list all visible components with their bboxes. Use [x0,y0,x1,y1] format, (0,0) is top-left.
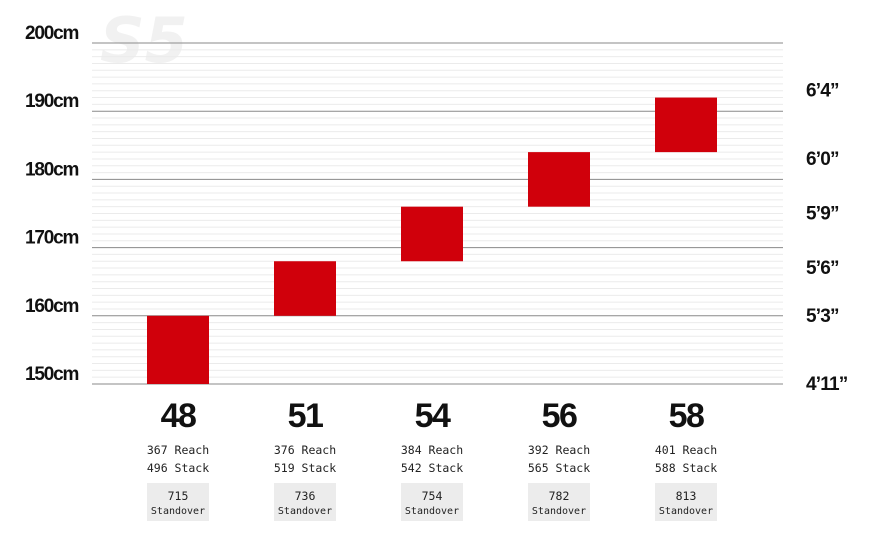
stack-value: 542 Stack [401,461,463,475]
y-tick-label-right: 5’9” [806,204,839,225]
stack-value: 496 Stack [147,461,209,475]
reach-value: 384 Reach [401,443,463,457]
standover-label: Standover [659,506,713,517]
frame-size-label: 51 [288,397,323,435]
standover-label: Standover [405,506,459,517]
y-tick-label-left: 180cm [25,159,78,180]
frame-size-label: 54 [415,397,451,435]
standover-box [528,483,590,521]
standover-value: 813 [676,489,697,503]
size-labels: 48 367 Reach 496 Stack 715 Standover 51 376 Re… [147,397,717,521]
y-tick-label-left: 190cm [25,91,78,112]
standover-box [401,483,463,521]
y-axis-right-ticks: 6’4” 6’0” 5’9” 5’6” 5’3” 4’11” [806,81,849,395]
reach-value: 376 Reach [274,443,336,457]
standover-box [655,483,717,521]
size-column-labels: 51 376 Reach 519 Stack 736 Standover [274,397,336,521]
y-tick-label-left: 150cm [25,364,78,385]
y-tick-label-left: 170cm [25,228,78,249]
size-range-bar [655,97,717,153]
standover-box [274,483,336,521]
standover-label: Standover [278,506,332,517]
frame-size-label: 48 [161,397,196,435]
stack-value: 519 Stack [274,461,336,475]
watermark-text: S5 [100,4,188,77]
standover-box [147,483,209,521]
size-column-labels: 58 401 Reach 588 Stack 813 Standover [655,397,717,521]
standover-value: 782 [549,489,570,503]
size-range-bar [401,206,463,262]
y-tick-label-right: 4’11” [806,374,848,395]
standover-label: Standover [151,506,205,517]
size-range-bar [274,261,336,316]
size-range-bar [147,315,209,384]
size-column-labels: 48 367 Reach 496 Stack 715 Standover [147,397,209,521]
y-tick-label-right: 6’4” [806,81,839,102]
size-bars [147,97,717,384]
size-column-labels: 54 384 Reach 542 Stack 754 Standover [401,397,463,521]
stack-value: 588 Stack [655,461,717,475]
standover-value: 736 [295,489,316,503]
stack-value: 565 Stack [528,461,590,475]
y-tick-label-right: 5’3” [806,306,839,327]
y-axis-left-ticks: 200cm 190cm 180cm 170cm 160cm 150cm [25,23,80,385]
size-range-bar [528,152,590,207]
y-tick-label-right: 6’0” [806,149,839,170]
standover-value: 715 [168,489,189,503]
reach-value: 401 Reach [655,443,717,457]
y-tick-label-left: 160cm [25,296,78,317]
reach-value: 367 Reach [147,443,209,457]
y-tick-label-left: 200cm [25,23,78,44]
size-column-labels: 56 392 Reach 565 Stack 782 Standover [528,397,590,521]
reach-value: 392 Reach [528,443,590,457]
frame-size-label: 58 [669,397,704,435]
y-tick-label-right: 5’6” [806,258,839,279]
frame-size-label: 56 [542,397,577,435]
standover-value: 754 [422,489,443,503]
standover-label: Standover [532,506,586,517]
